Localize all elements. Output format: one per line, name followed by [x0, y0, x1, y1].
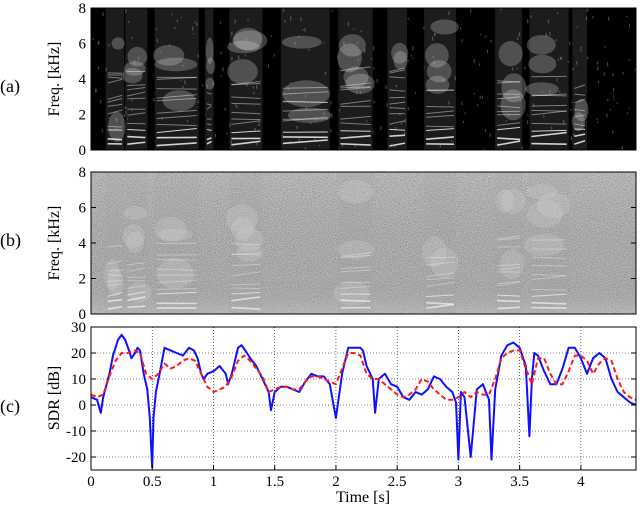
- x-tick-label: 1.5: [265, 474, 284, 490]
- spectrogram-speckle: [92, 8, 636, 150]
- spectrogram-speckle: [91, 172, 636, 314]
- spectrogram-a-ylabel: Freq. [kHz]: [46, 42, 63, 117]
- sdr-plot-panel: 30 20 10 0 -10 -20 0 0.5 1 1.5 2 2.5 3 3.5 4 SDR [dB]…: [46, 320, 637, 506]
- sdr-plot-frame: [90, 326, 637, 471]
- spectrogram-a-background: [91, 8, 636, 150]
- spectrogram-speech-segment: [122, 172, 152, 314]
- x-tick-label: 4: [577, 474, 585, 490]
- spectrogram-speech-segment: [572, 8, 589, 150]
- panel-label-a: (a): [0, 76, 20, 97]
- spectrogram-speech-segment: [495, 172, 525, 314]
- y-tick-label: 0: [79, 307, 87, 323]
- x-tick-label: 3: [455, 474, 463, 490]
- y-tick-label: 30: [71, 320, 86, 336]
- spectrogram-speech-segment: [422, 172, 459, 314]
- y-tick-label: 4: [79, 72, 87, 88]
- y-tick-label: 0: [79, 143, 87, 159]
- spectrogram-speech-segment: [424, 8, 459, 150]
- spectrogram-speech-segment: [204, 8, 216, 150]
- spectrogram-speech-segment: [525, 8, 569, 150]
- y-tick-label: 10: [71, 372, 86, 388]
- spectrogram-speech-segment: [154, 172, 199, 314]
- y-tick-label: -10: [66, 424, 86, 440]
- y-tick-label: 6: [79, 37, 87, 53]
- y-tick-label: 2: [79, 272, 87, 288]
- spectrogram-a-y-ticks: 0 2 4 6 8: [79, 1, 636, 159]
- x-tick-label: 2: [332, 474, 340, 490]
- sdr-series-blue-line: [91, 333, 636, 469]
- panel-label-b: (b): [0, 230, 21, 251]
- y-tick-label: 4: [79, 236, 87, 252]
- spectrogram-speech-segment: [280, 8, 332, 150]
- spectrogram-speech-segment: [104, 172, 125, 314]
- y-tick-label: 8: [79, 165, 87, 181]
- y-tick-label: 0: [79, 398, 87, 414]
- sdr-series-red-line: [91, 349, 636, 401]
- spectrogram-speech-segment: [227, 8, 268, 150]
- spectrogram-b-ylabel: Freq. [kHz]: [46, 206, 63, 281]
- sdr-plot-y-ticks: 30 20 10 0 -10 -20: [66, 320, 636, 466]
- sdr-plot-lines: [91, 333, 636, 469]
- y-tick-label: 8: [79, 1, 87, 17]
- sdr-plot-xlabel: Time [s]: [336, 489, 390, 506]
- spectrogram-speech-segment: [122, 8, 148, 150]
- spectrogram-speech-segment: [105, 8, 126, 150]
- sdr-plot-background: [91, 327, 636, 470]
- spectrogram-speech-segment: [387, 8, 409, 150]
- spectrogram-clean-panel: 0 2 4 6 8 Freq. [kHz]: [46, 1, 637, 159]
- sdr-plot-x-ticks: 0 0.5 1 1.5 2 2.5 3 3.5 4: [87, 465, 585, 490]
- spectrogram-b-y-ticks: 0 2 4 6 8: [79, 165, 636, 323]
- x-tick-label: 3.5: [510, 474, 529, 490]
- y-tick-label: 2: [79, 108, 87, 124]
- spectrogram-speech-segment: [225, 172, 264, 314]
- spectrogram-b-content: [91, 172, 636, 314]
- spectrogram-noisy-panel: 0 2 4 6 8 Freq. [kHz]: [46, 165, 637, 323]
- x-tick-label: 0.5: [143, 474, 162, 490]
- spectrogram-speech-segment: [495, 8, 527, 150]
- spectrogram-speech-segment: [337, 8, 375, 150]
- y-tick-label: 20: [71, 346, 86, 362]
- panel-label-c: (c): [0, 396, 20, 417]
- x-tick-label: 2.5: [388, 474, 407, 490]
- spectrogram-b-lowfreq-noise: [91, 172, 636, 314]
- x-tick-label: 0: [87, 474, 95, 490]
- y-tick-label: 6: [79, 201, 87, 217]
- spectrogram-speech-segment: [523, 172, 571, 314]
- x-tick-label: 1: [210, 474, 218, 490]
- spectrogram-speech-segment: [153, 8, 199, 150]
- spectrogram-speech-segment: [333, 172, 375, 314]
- spectrogram-a-content: [92, 8, 636, 150]
- sdr-plot-ylabel: SDR [dB]: [46, 366, 63, 430]
- y-tick-label: -20: [66, 450, 86, 466]
